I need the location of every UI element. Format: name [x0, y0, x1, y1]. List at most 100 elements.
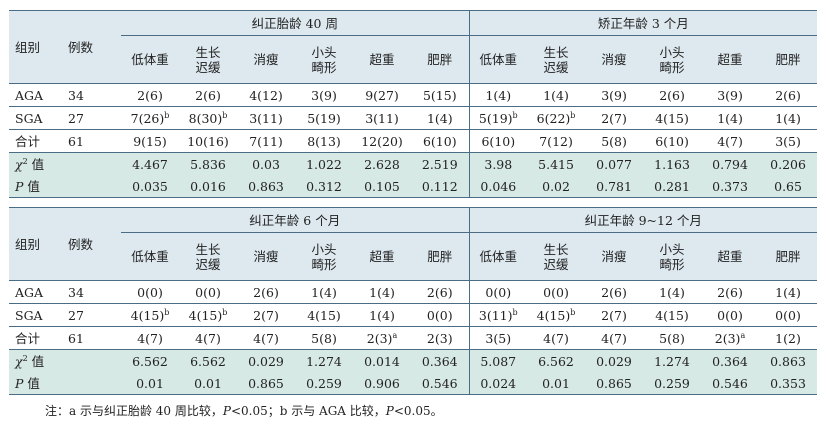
stat-value: 1.163: [643, 152, 702, 175]
table-cell: 4(7): [527, 326, 585, 350]
cell-value: 4(7): [717, 133, 743, 149]
chi-square-row-label: χ2 值: [9, 349, 68, 372]
stat-value: 1.274: [643, 349, 701, 372]
cell-value: 4(15): [536, 307, 571, 323]
table-cell: 3(11): [237, 106, 295, 130]
column-header-line: 小头: [311, 241, 337, 257]
table-cell: 4(7): [585, 326, 643, 350]
table-cell: 3(9): [295, 83, 353, 107]
footnote-end: <0.05。: [393, 404, 443, 418]
table-cell: 1(4): [353, 303, 411, 327]
cell-value: 1(2): [775, 330, 801, 346]
table-cell: 0(0): [527, 280, 585, 304]
table-cell: 2(6): [585, 280, 643, 304]
row-count: 34: [68, 83, 121, 107]
table-cell: 0(0): [759, 303, 818, 327]
column-header: 肥胖: [411, 232, 470, 281]
cell-value: 9(27): [365, 87, 399, 103]
stat-value: 0.906: [353, 372, 411, 395]
stat-value: 0.546: [411, 372, 470, 395]
cell-value: 5(15): [422, 87, 457, 103]
row-count: 34: [68, 280, 121, 304]
stat-value: 0.029: [237, 349, 295, 372]
table-cell: 4(15)b: [179, 303, 237, 327]
cell-value: 1(4): [659, 284, 685, 300]
cell-value: 2(6): [137, 87, 163, 103]
column-header: 超重: [353, 232, 411, 281]
cell-value: 2(6): [775, 87, 801, 103]
column-header: 超重: [353, 35, 411, 84]
significance-mark: a: [740, 330, 746, 340]
column-header-line: 畸形: [659, 59, 685, 75]
table-cell: 1(4): [411, 106, 470, 130]
column-header-line: 超重: [717, 52, 743, 67]
cell-value: 7(26): [130, 110, 165, 126]
cell-value: 0(0): [137, 284, 163, 300]
column-header: 小头 畸形: [643, 232, 701, 281]
column-header-line: 畸形: [311, 59, 337, 75]
significance-mark: b: [512, 307, 518, 317]
cell-value: 4(15): [307, 307, 341, 323]
count-header: 例数: [68, 10, 121, 84]
stat-value: 0.01: [527, 372, 585, 395]
stat-value: 0.863: [237, 175, 295, 198]
cell-value: 0(0): [775, 307, 801, 323]
table-cell: 6(10): [469, 129, 528, 153]
stat-value: 0.02: [527, 175, 586, 198]
cell-value: 4(15): [130, 307, 165, 323]
table-cell: 5(19)b: [469, 106, 528, 130]
p-value-row-label: P 值: [9, 175, 68, 198]
stat-value: 5.415: [527, 152, 586, 175]
cell-value: 2(6): [659, 87, 685, 103]
column-header: 生长 迟缓: [527, 232, 585, 281]
stat-word: 值: [23, 178, 40, 194]
table-cell: 4(15)b: [121, 303, 179, 327]
stat-value: 5.836: [179, 152, 237, 175]
stat-value: 0.781: [585, 175, 644, 198]
cell-value: 2(6): [426, 284, 453, 300]
stat-value: 0.014: [353, 349, 411, 372]
cell-value: 6(10): [481, 133, 516, 149]
table-cell: 2(6): [411, 280, 470, 304]
row-group: SGA: [9, 106, 68, 130]
cell-value: 4(7): [601, 330, 627, 346]
column-header: 肥胖: [759, 232, 818, 281]
cell-value: 6(10): [422, 133, 457, 149]
table-cell: 2(6): [179, 83, 237, 107]
table-cell: 3(9): [585, 83, 644, 107]
cell-value: 3(9): [717, 87, 743, 103]
table-cell: 12(20): [353, 129, 411, 153]
table-cell: 4(15): [295, 303, 353, 327]
cell-value: 0(0): [426, 307, 453, 323]
table-cell: 0(0): [469, 280, 527, 304]
table-cell: 5(19): [295, 106, 353, 130]
stat-value: 0.364: [411, 349, 470, 372]
column-header-line: 消瘦: [601, 52, 627, 67]
cell-value: 5(19): [478, 110, 513, 126]
table-cell: 7(11): [237, 129, 295, 153]
table-cell: 4(7): [701, 129, 760, 153]
header-row: 组别 例数 纠正年龄 6 个月 纠正年龄 9~12 个月: [9, 207, 818, 281]
section-header-right: 纠正年龄 9~12 个月: [469, 207, 818, 233]
cell-value: 3(5): [775, 133, 801, 149]
significance-mark: b: [164, 110, 170, 120]
stat-value: 0.024: [469, 372, 527, 395]
footnote-mid: <0.05；b 示与 AGA 比较，: [230, 404, 386, 418]
column-header: 生长 迟缓: [527, 35, 586, 84]
column-header-line: 肥胖: [775, 52, 801, 67]
column-header-line: 超重: [369, 52, 395, 67]
cell-value: 3(11): [478, 307, 513, 323]
table-cell: 5(8): [643, 326, 701, 350]
cell-value: 5(8): [601, 133, 627, 149]
cell-value: 1(4): [369, 284, 395, 300]
cell-value: 2(3): [366, 330, 393, 346]
table-cell: 9(27): [353, 83, 411, 107]
column-header: 低体重: [469, 232, 527, 281]
stat-value: 0.035: [121, 175, 179, 198]
cell-value: 2(7): [601, 307, 627, 323]
cell-value: 5(8): [659, 330, 685, 346]
stat-word: 值: [27, 353, 45, 369]
column-header-line: 生长: [195, 241, 221, 257]
column-header: 消瘦: [585, 232, 643, 281]
group-header: 组别: [9, 207, 68, 281]
